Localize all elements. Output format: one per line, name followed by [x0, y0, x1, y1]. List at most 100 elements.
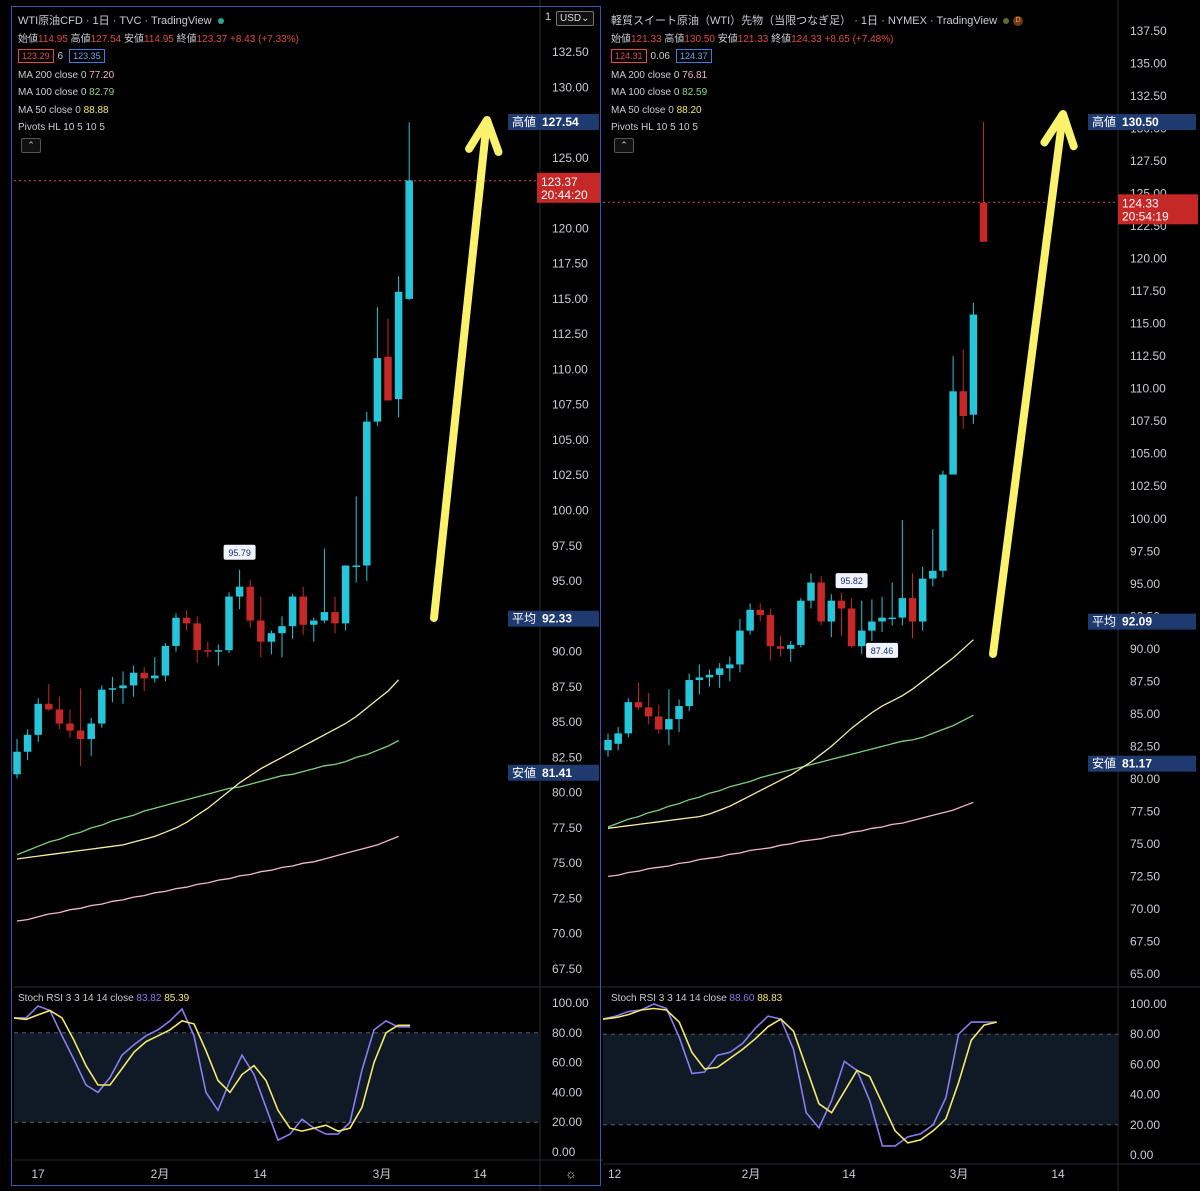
left-chart-svg[interactable]: 67.50 70.00 72.50 75.00 77.50 80.00 82.50 85.00… — [0, 0, 603, 1191]
y-tick-label: 110.00 — [1130, 382, 1166, 396]
avg-axis-label-value: 92.09 — [1122, 615, 1152, 629]
stoch-k-line — [603, 1003, 997, 1147]
y-tick-label: 77.50 — [1130, 804, 1160, 818]
low-axis-label-value: 81.17 — [1122, 757, 1152, 771]
candle-body — [235, 586, 244, 597]
candle-body — [878, 617, 886, 622]
left-collapse-legend-button[interactable]: ⌃ — [21, 138, 41, 153]
pivot-high-label: 95.82 — [840, 576, 863, 586]
currency-select[interactable]: USD⌄ — [556, 11, 594, 26]
y-tick-label: 102.50 — [1130, 479, 1167, 493]
sell-price-button[interactable]: 123.29 — [18, 49, 54, 63]
buy-price-button[interactable]: 123.35 — [69, 49, 105, 63]
candle-body — [665, 719, 673, 730]
settings-icon[interactable]: ☼ — [565, 1166, 577, 1181]
stoch-label: Stoch RSI 3 3 14 14 close — [611, 993, 727, 1004]
candle-body — [363, 421, 371, 566]
y-tick-label: 97.50 — [1130, 544, 1160, 558]
right-chart-panel[interactable]: 65.00 67.50 70.00 72.50 75.00 77.50 80.00 82.50… — [603, 0, 1200, 1191]
stoch-d-value: 88.83 — [757, 993, 783, 1004]
x-tick-label: 14 — [253, 1167, 267, 1181]
ma100-value: 82.79 — [89, 87, 115, 98]
stoch-y-tick: 20.00 — [1130, 1118, 1160, 1132]
avg-axis-label-bg — [1088, 613, 1196, 630]
right-symbol-title[interactable]: 軽質スイート原油（WTI）先物（当限つなぎ足） · 1日 · NYMEX · T… — [611, 12, 1024, 28]
right-collapse-legend-button[interactable]: ⌃ — [614, 138, 634, 153]
candle-body — [23, 734, 32, 752]
candle-body — [949, 391, 957, 475]
left-symbol-title[interactable]: WTI原油CFD · 1日 · TVC · TradingView — [18, 12, 224, 28]
spread-value: 6 — [57, 51, 64, 62]
right-ma200-legend[interactable]: MA 200 close 0 76.81 — [611, 70, 707, 81]
pivots-label: Pivots HL 10 5 10 5 — [18, 122, 105, 133]
yellow-arrow-shaft — [989, 113, 1067, 658]
candle-body — [299, 596, 307, 625]
left-ohlc-row: 始値114.95 高値127.54 安値114.95 終値123.37 +8.4… — [18, 30, 299, 45]
avg-axis-label-text: 平均 — [512, 612, 536, 626]
left-chart-panel[interactable]: 67.50 70.00 72.50 75.00 77.50 80.00 82.50 85.00… — [0, 0, 603, 1191]
candle-body — [908, 598, 917, 622]
stoch-y-tick: 60.00 — [1130, 1057, 1160, 1071]
right-chart-svg[interactable]: 65.00 67.50 70.00 72.50 75.00 77.50 80.00 82.50… — [603, 0, 1200, 1191]
right-ma100-legend[interactable]: MA 100 close 0 82.59 — [611, 87, 707, 98]
y-tick-label: 87.50 — [1130, 674, 1160, 688]
right-pivots-legend[interactable]: Pivots HL 10 5 10 5 — [611, 122, 698, 133]
x-tick-label: 3月 — [950, 1167, 969, 1181]
left-ma200-legend[interactable]: MA 200 close 0 77.20 — [18, 70, 114, 81]
avg-axis-label-bg — [508, 610, 599, 627]
buy-price-button[interactable]: 124.37 — [676, 49, 712, 63]
candle-body — [756, 609, 764, 616]
open-value: 114.95 — [38, 34, 68, 45]
last-price-box — [537, 172, 601, 203]
stoch-y-tick: 40.00 — [1130, 1088, 1160, 1102]
stoch-k-value: 88.60 — [729, 993, 755, 1004]
y-tick-label: 115.00 — [552, 292, 588, 306]
stoch-y-tick: 20.00 — [552, 1115, 582, 1129]
candle-body — [644, 707, 653, 717]
left-bid-ask-row: 123.29 6 123.35 — [18, 49, 109, 63]
countdown-timer: 20:44:20 — [541, 188, 588, 202]
candle-body — [624, 702, 633, 734]
x-tick-label: 2月 — [742, 1167, 761, 1181]
ma200-line — [16, 835, 399, 922]
y-tick-label: 112.50 — [1130, 349, 1166, 363]
sell-price-button[interactable]: 124.31 — [611, 49, 647, 63]
right-ohlc-row: 始値121.33 高値130.50 安値121.33 終値124.33 +8.6… — [611, 30, 893, 45]
open-label: 始値 — [611, 34, 631, 45]
y-tick-label: 132.50 — [552, 45, 589, 59]
stoch-y-tick: 0.00 — [552, 1145, 576, 1159]
y-tick-label: 67.50 — [552, 962, 582, 976]
candle-body — [108, 688, 117, 690]
left-ma100-legend[interactable]: MA 100 close 0 82.79 — [18, 87, 114, 98]
candle-body — [151, 675, 159, 679]
candle-body — [225, 596, 233, 651]
x-tick-label: 17 — [31, 1167, 45, 1181]
candle-body — [736, 630, 744, 665]
y-tick-label: 70.00 — [1130, 902, 1160, 916]
candle-body — [868, 621, 876, 631]
candle-body — [847, 608, 856, 647]
candle-body — [246, 586, 254, 621]
high-axis-label-bg — [508, 113, 599, 130]
x-tick-label: 2月 — [151, 1167, 170, 1181]
pivot-label-bg — [835, 573, 868, 589]
low-axis-label-value: 81.41 — [542, 766, 572, 780]
candle-body — [807, 582, 815, 601]
left-stoch-legend[interactable]: Stoch RSI 3 3 14 14 close 83.82 85.39 — [18, 993, 189, 1004]
candle-body — [604, 739, 612, 751]
candle-body — [55, 709, 64, 724]
stoch-y-tick: 60.00 — [552, 1056, 582, 1070]
right-stoch-legend[interactable]: Stoch RSI 3 3 14 14 close 88.60 88.83 — [611, 993, 782, 1004]
y-tick-label: 87.50 — [552, 680, 582, 694]
y-tick-label: 70.00 — [552, 927, 582, 941]
right-ma50-legend[interactable]: MA 50 close 0 88.20 — [611, 105, 702, 116]
y-tick-label: 75.00 — [1130, 837, 1160, 851]
pivot-high-label: 95.79 — [228, 548, 251, 558]
candle-body — [182, 617, 191, 624]
left-ma50-legend[interactable]: MA 50 close 0 88.88 — [18, 105, 109, 116]
ma200-label: MA 200 close 0 — [18, 70, 87, 81]
y-tick-label: 77.50 — [552, 821, 582, 835]
candle-body — [939, 474, 947, 571]
left-pivots-legend[interactable]: Pivots HL 10 5 10 5 — [18, 122, 105, 133]
candle-body — [267, 633, 276, 642]
